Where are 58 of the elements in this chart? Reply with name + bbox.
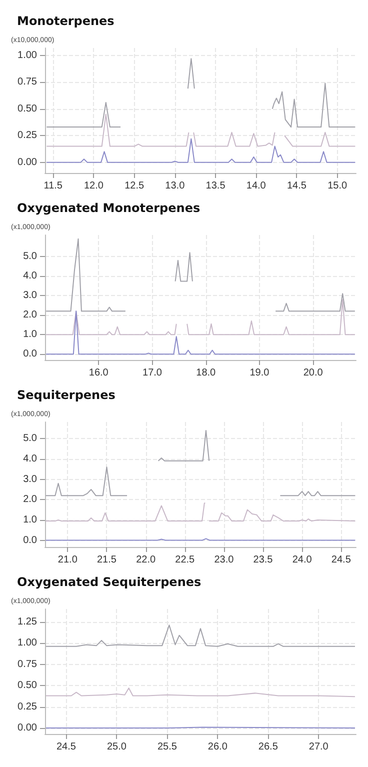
x-tick-label: 14.5 — [286, 180, 307, 192]
x-tick-label: 15.0 — [328, 180, 348, 192]
y-tick-label: 0.00 — [18, 156, 38, 168]
y-tick-label: 3.0 — [23, 474, 38, 485]
chart-title: Oxygenated Monoterpenes — [17, 201, 200, 215]
y-tick-label: 1.25 — [18, 616, 38, 628]
x-tick-label: 27.0 — [308, 742, 329, 752]
x-tick-label: 14.0 — [246, 180, 266, 192]
x-tick-label: 21.5 — [96, 554, 117, 566]
y-tick-label: 0.0 — [23, 534, 38, 546]
y-tick-label: 0.50 — [18, 680, 38, 692]
x-tick-label: 24.5 — [56, 742, 76, 752]
y-tick-label: 1.00 — [18, 638, 38, 649]
y-tick-label: 0.50 — [18, 103, 38, 114]
y-tick-label: 0.25 — [18, 701, 38, 712]
x-tick-label: 22.0 — [136, 554, 156, 566]
y-tick-label: 3.0 — [23, 290, 38, 302]
y-tick-label: 1.0 — [23, 514, 38, 526]
chart-title: Monoterpenes — [17, 14, 114, 28]
y-tick-label: 1.00 — [18, 50, 38, 61]
chart-title: Oxygenated Sequiterpenes — [17, 575, 202, 589]
x-tick-label: 25.5 — [157, 742, 178, 752]
y-tick-label: 2.0 — [23, 310, 38, 321]
line-series — [46, 138, 356, 163]
x-tick-label: 23.5 — [253, 554, 274, 566]
x-tick-label: 21.0 — [58, 554, 78, 566]
x-tick-label: 25.0 — [106, 742, 127, 752]
x-tick-label: 17.0 — [142, 368, 162, 378]
y-tick-label: 4.0 — [23, 270, 38, 282]
y-tick-label: 5.0 — [23, 433, 38, 444]
x-tick-label: 18.0 — [196, 368, 216, 378]
x-tick-label: 11.5 — [44, 180, 63, 192]
x-tick-label: 26.5 — [258, 742, 278, 752]
x-tick-label: 12.0 — [84, 180, 104, 192]
x-tick-label: 20.0 — [303, 368, 324, 378]
chart-title: Sequiterpenes — [17, 388, 116, 402]
y-tick-label: 0.25 — [18, 130, 38, 142]
line-series — [46, 688, 356, 698]
y-tick-label: 0.00 — [18, 722, 38, 734]
x-tick-label: 23.0 — [214, 554, 234, 566]
x-tick-label: 24.0 — [292, 554, 312, 566]
x-tick-label: 13.0 — [165, 180, 186, 192]
y-tick-label: 2.0 — [23, 494, 38, 506]
x-tick-label: 12.5 — [124, 180, 144, 192]
x-tick-label: 19.0 — [250, 368, 270, 378]
x-tick-label: 26.0 — [208, 742, 228, 752]
y-tick-label: 0.75 — [18, 658, 38, 670]
y-tick-label: 0.75 — [18, 76, 38, 88]
line-series — [46, 624, 356, 647]
y-tick-label: 4.0 — [23, 453, 38, 464]
x-tick-label: 13.5 — [206, 180, 226, 192]
y-tick-label: 5.0 — [23, 250, 38, 262]
y-tick-label: 1.0 — [23, 329, 38, 340]
x-tick-label: 24.5 — [331, 554, 352, 566]
x-tick-label: 22.5 — [175, 554, 196, 566]
x-tick-label: 16.0 — [88, 368, 109, 378]
line-series — [46, 310, 356, 355]
y-tick-label: 0.0 — [23, 348, 38, 360]
